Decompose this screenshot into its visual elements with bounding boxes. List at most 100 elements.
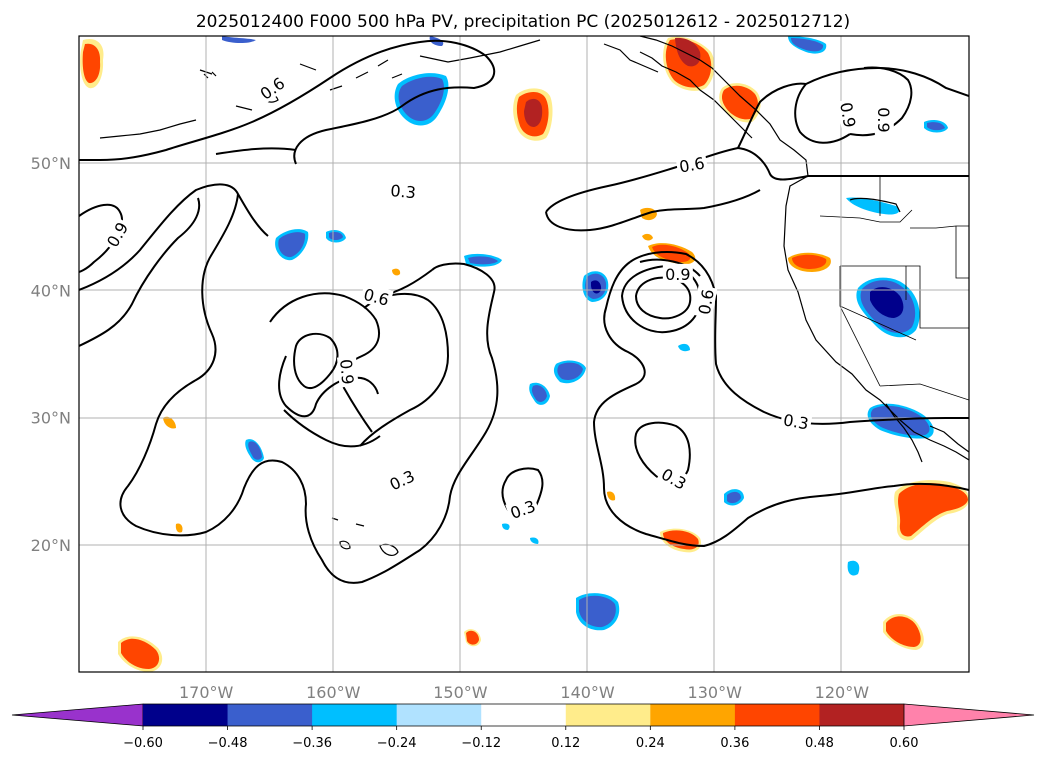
precip-positive-area — [898, 483, 968, 537]
colorbar-tick-label: 0.36 — [720, 736, 749, 751]
latitude-label: 30°N — [31, 409, 71, 428]
colorbar-tick-label: −0.60 — [123, 736, 163, 751]
precip-negative-area — [278, 232, 306, 258]
precip-positive-area — [886, 616, 921, 647]
precip-negative-area — [678, 343, 690, 352]
contour-label-bg — [359, 283, 394, 310]
contour-label-bg — [505, 494, 540, 523]
longitude-label: 170°W — [179, 683, 234, 702]
precip-positive-area — [607, 491, 616, 501]
precip-positive-area — [642, 233, 653, 241]
pv-contour — [119, 193, 499, 584]
contour-label-bg — [336, 355, 359, 388]
map-frame — [78, 35, 970, 673]
colorbar-segment — [734, 704, 820, 726]
pv-contour — [629, 251, 969, 425]
contour-label-bg — [656, 462, 693, 494]
map-plot-area: 0.60.30.60.90.90.90.90.60.60.90.30.30.30… — [79, 36, 969, 672]
precip-negative-area — [502, 523, 510, 530]
contour-label-group: 0.3 — [387, 179, 420, 202]
colorbar-segment — [227, 704, 313, 726]
precip-positive-area — [82, 43, 101, 84]
precip-negative-areas — [222, 36, 948, 631]
latitude-label: 20°N — [31, 536, 71, 555]
precip-positive-area — [524, 98, 543, 127]
colorbar-tick-label: 0.60 — [890, 736, 919, 751]
contour-label-group: 0.6 — [693, 285, 718, 319]
precip-negative-area — [727, 491, 741, 504]
contour-label: 0.9 — [665, 265, 690, 284]
precip-positive-area — [392, 268, 401, 276]
precip-positive-area — [175, 523, 183, 533]
contour-label-bg — [836, 98, 861, 132]
map-title: 2025012400 F000 500 hPa PV, precipitatio… — [196, 12, 850, 32]
contour-label-group: 0.9 — [836, 98, 861, 132]
pv-contour — [79, 39, 496, 165]
contour-label: 0.3 — [782, 410, 810, 433]
pv-contour — [634, 276, 692, 320]
colorbar-segment — [481, 704, 567, 726]
contour-label-bg — [874, 104, 894, 135]
colorbar-tick-label: −0.36 — [292, 736, 332, 751]
precip-negative-area — [248, 441, 262, 460]
precip-negative-area — [398, 76, 444, 121]
longitude-labels: 170°W 160°W 150°W 140°W 130°W 120°W — [179, 683, 869, 702]
pv-contour — [269, 292, 380, 433]
pv-contour — [737, 82, 807, 149]
colorbar-segment — [143, 704, 229, 726]
precip-negative-area — [530, 537, 539, 544]
pv-contour — [592, 261, 969, 548]
colorbar-tick-label: −0.12 — [461, 736, 501, 751]
pv-contour — [639, 258, 701, 277]
pv-contour — [634, 421, 691, 484]
contour-label: 0.9 — [874, 107, 893, 132]
longitude-label: 140°W — [560, 683, 615, 702]
pv-contour — [545, 189, 761, 232]
precip-positive-area — [466, 630, 479, 645]
colorbar-tick-label: −0.24 — [377, 736, 417, 751]
colorbar-outline — [143, 703, 904, 727]
contour-label-bg — [387, 179, 420, 202]
contour-label-bg — [100, 216, 133, 252]
pv-contour — [278, 355, 379, 418]
precip-negative-area — [222, 36, 256, 43]
pv-contour — [359, 292, 450, 447]
colorbar-tick-label: 0.24 — [636, 736, 665, 751]
pv-contour — [283, 409, 381, 448]
contour-label-group: 0.6 — [675, 152, 709, 177]
precip-negative-area — [927, 122, 945, 131]
pv-contour — [293, 332, 339, 390]
precip-positive-area — [675, 37, 701, 67]
contour-label-group: 0.9 — [662, 263, 693, 284]
precip-positive-area — [652, 244, 691, 263]
colorbar-tick-label: 0.48 — [805, 736, 834, 751]
contour-label-bg — [779, 408, 813, 433]
contour-label-bg — [693, 285, 718, 319]
precip-negative-area — [531, 385, 547, 402]
colorbar-extend-low — [11, 703, 144, 727]
longitude-label: 150°W — [433, 683, 488, 702]
precip-negative-area — [847, 560, 860, 576]
colorbar-tick-label: 0.12 — [551, 736, 580, 751]
contour-label: 0.9 — [836, 101, 859, 129]
longitude-label: 160°W — [306, 683, 361, 702]
pv-contour — [215, 147, 297, 155]
longitude-label: 130°W — [688, 683, 743, 702]
colorbar: −0.60 −0.48 −0.36 −0.24 −0.12 0.12 0.24 0.36 0.4… — [11, 703, 1035, 751]
contour-label-group: 0.9 — [874, 104, 894, 135]
contour-label: 0.9 — [336, 358, 357, 385]
pv-contour — [794, 83, 851, 144]
precip-negative-area — [870, 287, 904, 318]
longitude-label: 120°W — [815, 683, 870, 702]
graticule — [79, 36, 969, 672]
contour-label: 0.6 — [678, 153, 706, 176]
precip-negative-area — [468, 256, 498, 265]
precip-negative-area — [846, 197, 900, 215]
precip-positive-area — [121, 638, 160, 669]
precip-negative-area — [579, 595, 616, 628]
latitude-label: 50°N — [31, 154, 71, 173]
precip-negative-area — [791, 38, 824, 52]
contour-label-bg — [675, 152, 709, 176]
contour-label-bg — [254, 71, 290, 105]
